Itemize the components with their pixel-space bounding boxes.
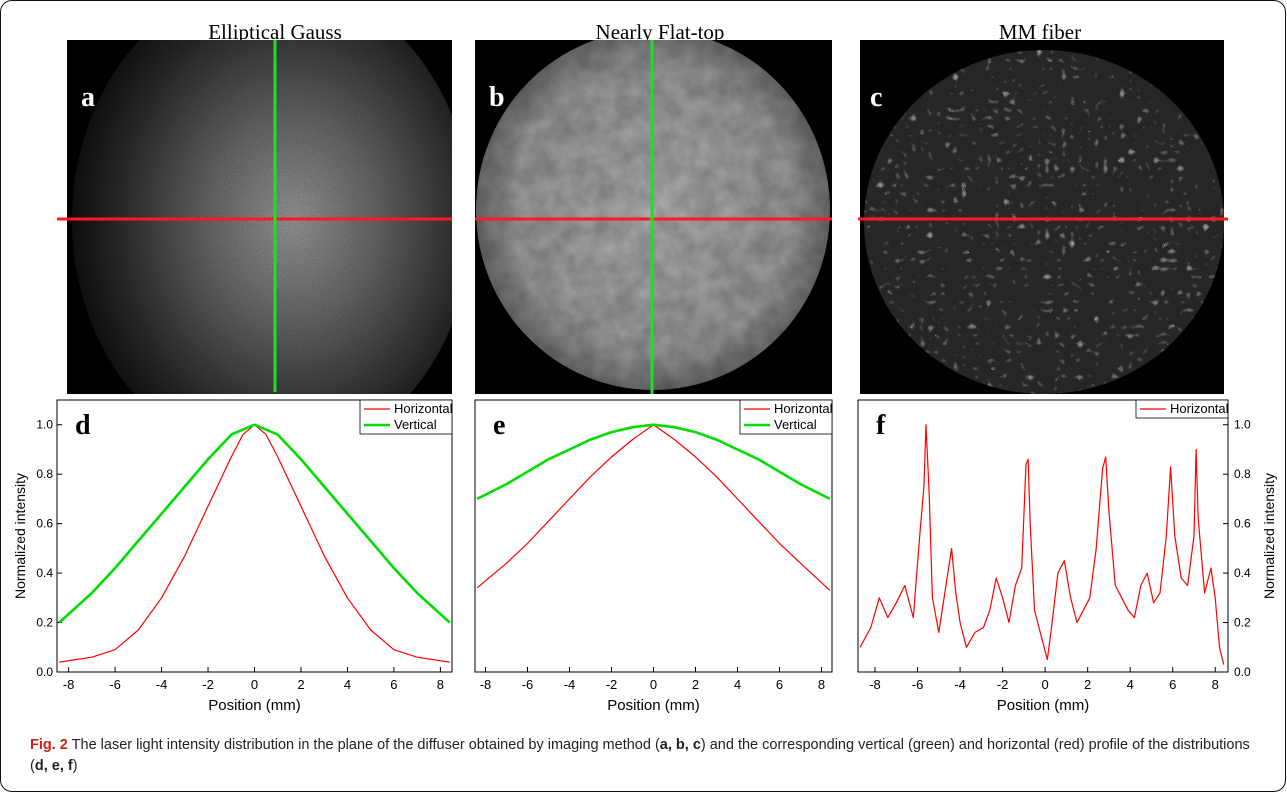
x-tick-label: 8 (1212, 677, 1219, 692)
y-axis-label: Normalized intensity (1261, 473, 1277, 599)
panel-label-d: d (75, 410, 91, 441)
y-tick-label: 1.0 (1234, 418, 1251, 432)
x-tick-label: -2 (202, 677, 214, 692)
plot-f: -8 -6 -4 -2 0 2 4 6 8 0.0 0.2 0.4 0.6 0.8 1.0 Position … (857, 399, 1277, 714)
x-tick-label: 8 (818, 677, 825, 692)
y-tick-label: 0.2 (36, 616, 53, 630)
legend-label-horizontal: Horizontal (774, 401, 833, 416)
caption-text-3: ) (72, 758, 78, 774)
x-tick-label: -4 (564, 677, 576, 692)
plot-d: -8 -6 -4 -2 0 2 4 6 8 0.0 0.2 0.4 0.6 0.8 1.0 Position … (12, 399, 453, 714)
y-tick-label: 0.4 (36, 566, 53, 580)
legend-label-horizontal: Horizontal (394, 401, 453, 416)
x-tick-label: 0 (251, 677, 258, 692)
x-tick-label: 6 (1169, 677, 1176, 692)
x-tick-label: 4 (1127, 677, 1134, 692)
caption-text-2: ) and the corresponding vertical (green)… (30, 737, 1250, 774)
beam-image-mm-fiber: c (860, 40, 1224, 394)
legend-box (1135, 399, 1229, 419)
x-axis-label: Position (mm) (208, 697, 301, 714)
x-tick-label: 4 (734, 677, 741, 692)
y-tick-label: 0.2 (1234, 616, 1251, 630)
x-tick-label: 6 (390, 677, 397, 692)
x-tick-label: -4 (156, 677, 168, 692)
panel-label-c: c (870, 82, 883, 113)
plot-e: -8 -6 -4 -2 0 2 4 6 8 Position (mm) HorizontalVert… (474, 399, 833, 714)
figure-caption: Fig. 2 The laser light intensity distrib… (30, 735, 1270, 777)
series-line-vertical (58, 423, 451, 624)
legend-label-vertical: Vertical (774, 417, 817, 432)
beam-image-elliptical-gauss: a (67, 40, 452, 394)
beam-image-a-graphic (67, 40, 452, 394)
y-tick-label: 0.6 (1234, 517, 1251, 531)
x-tick-label: 4 (344, 677, 351, 692)
legend-label-vertical: Vertical (394, 417, 437, 432)
series-line-horizontal (59, 424, 450, 663)
y-tick-label: 0.8 (36, 467, 53, 481)
x-tick-label: -6 (912, 677, 924, 692)
profile-plots: -8 -6 -4 -2 0 2 4 6 8 0.0 0.2 0.4 0.6 0.8 1.0 Position … (12, 399, 1277, 714)
x-axis-label: Position (mm) (997, 697, 1090, 714)
panel-label-b: b (489, 82, 505, 113)
y-tick-label: 1.0 (36, 418, 53, 432)
x-tick-label: 0 (1042, 677, 1049, 692)
x-tick-label: -8 (869, 677, 881, 692)
panel-label-a: a (81, 82, 95, 113)
series-line-vertical (476, 423, 831, 501)
y-tick-label: 0.6 (36, 517, 53, 531)
x-tick-label: 0 (650, 677, 657, 692)
panel-label-e: e (493, 410, 505, 441)
legend-box (739, 399, 833, 435)
series-line-horizontal (476, 424, 831, 591)
x-axis-label: Position (mm) (607, 697, 700, 714)
x-tick-label: 2 (1084, 677, 1091, 692)
x-tick-label: -6 (109, 677, 121, 692)
caption-bold-2: d, e, f (34, 758, 73, 774)
x-tick-label: 6 (776, 677, 783, 692)
legend-label-horizontal: Horizontal (1170, 401, 1229, 416)
x-tick-label: 8 (437, 677, 444, 692)
caption-bold-1: a, b, c (659, 737, 701, 753)
plot-frame-d (56, 399, 453, 673)
x-tick-label: -4 (954, 677, 966, 692)
caption-text-1: The laser light intensity distribution i… (67, 737, 660, 753)
profile-lines-overlay (57, 40, 1228, 394)
y-tick-label: 0.8 (1234, 467, 1251, 481)
x-tick-label: -8 (480, 677, 492, 692)
caption-figure-label: Fig. 2 (30, 737, 68, 753)
x-tick-label: -2 (997, 677, 1009, 692)
y-tick-label: 0.4 (1234, 566, 1251, 580)
x-tick-label: 2 (692, 677, 699, 692)
beam-image-c-graphic (864, 50, 1224, 394)
plot-frame-e (474, 399, 833, 673)
y-axis-label: Normalized intensity (12, 473, 28, 599)
x-tick-label: -2 (606, 677, 618, 692)
x-tick-label: -6 (522, 677, 534, 692)
plot-frame-f (857, 399, 1229, 673)
y-tick-label: 0.0 (1234, 665, 1251, 679)
x-tick-label: 2 (297, 677, 304, 692)
series-line-horizontal (859, 424, 1225, 665)
legend-box (359, 399, 453, 435)
y-tick-label: 0.0 (36, 665, 53, 679)
panel-label-f: f (876, 410, 886, 441)
x-tick-label: -8 (63, 677, 75, 692)
